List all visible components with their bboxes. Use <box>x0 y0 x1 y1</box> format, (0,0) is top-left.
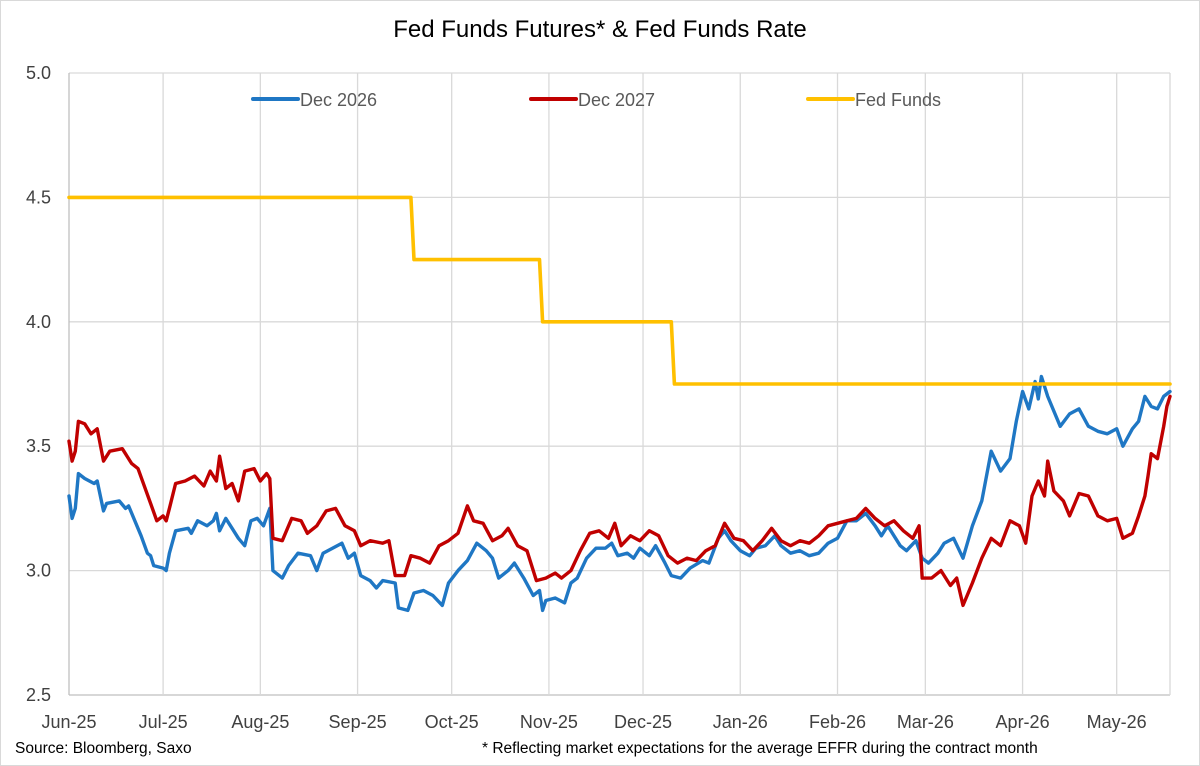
series-layer <box>67 195 1172 613</box>
x-tick-label: Dec-25 <box>614 712 672 732</box>
footnote: * Reflecting market expectations for the… <box>482 740 1038 757</box>
axes: 2.5 3.0 3.5 4.0 4.5 5.0 Jun-25 Jul-25 Aug-25 Sep-… <box>26 63 1147 732</box>
y-tick-label: 3.5 <box>26 436 51 456</box>
y-tick-label: 5.0 <box>26 63 51 83</box>
x-tick-label: Mar-26 <box>897 712 954 732</box>
legend-label-dec-2027: Dec 2027 <box>578 90 655 110</box>
x-tick-label: Sep-25 <box>329 712 387 732</box>
x-tick-label: Apr-26 <box>996 712 1050 732</box>
chart-title: Fed Funds Futures* & Fed Funds Rate <box>393 16 807 43</box>
x-tick-label: Aug-25 <box>231 712 289 732</box>
x-tick-label: Jan-26 <box>713 712 768 732</box>
y-tick-label: 4.5 <box>26 187 51 207</box>
legend-label-fed-funds: Fed Funds <box>855 90 941 110</box>
x-tick-label: May-26 <box>1087 712 1147 732</box>
y-tick-label: 4.0 <box>26 312 51 332</box>
legend: Dec 2026 Dec 2027 Fed Funds <box>251 90 941 110</box>
series-line-fed-funds <box>67 195 1172 386</box>
x-tick-label: Jun-25 <box>41 712 96 732</box>
x-tick-label: Feb-26 <box>809 712 866 732</box>
source-note: Source: Bloomberg, Saxo <box>15 740 192 757</box>
x-tick-label: Jul-25 <box>139 712 188 732</box>
y-tick-label: 2.5 <box>26 685 51 705</box>
legend-label-dec-2026: Dec 2026 <box>300 90 377 110</box>
series-line-dec-2026 <box>67 374 1172 613</box>
series-line-dec-2027 <box>67 394 1172 608</box>
x-tick-label: Oct-25 <box>425 712 479 732</box>
y-tick-label: 3.0 <box>26 561 51 581</box>
x-tick-label: Nov-25 <box>520 712 578 732</box>
